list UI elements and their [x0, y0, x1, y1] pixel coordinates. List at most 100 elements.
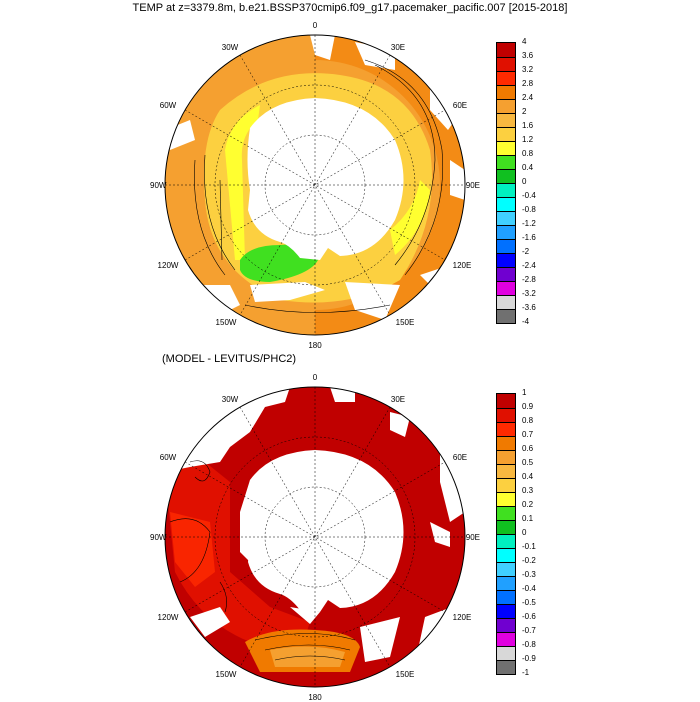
colorbar-label: -0.8 [522, 205, 536, 214]
colorbar-segment [497, 422, 515, 436]
colorbar-label: 4 [522, 37, 527, 46]
colorbar-segment [497, 197, 515, 211]
colorbar-segment [497, 506, 515, 520]
colorbar-label: 0.6 [522, 444, 534, 453]
lon-label-60w: 60W [160, 101, 177, 110]
colorbar-segment [497, 534, 515, 548]
colorbar-label: 1.6 [522, 121, 534, 130]
colorbar-segment [497, 43, 515, 57]
colorbar-segment [497, 646, 515, 660]
colorbar-segment [497, 253, 515, 267]
lon-label-60e: 60E [453, 453, 467, 462]
colorbar-segment [497, 127, 515, 141]
lon-label-30e: 30E [391, 43, 405, 52]
colorbar-label: -0.8 [522, 640, 536, 649]
lon-label-90e: 90E [466, 533, 480, 542]
colorbar-label: -2.4 [522, 261, 536, 270]
colorbar-label: -0.3 [522, 570, 536, 579]
colorbar-segment [497, 590, 515, 604]
colorbar-segment [497, 408, 515, 422]
colorbar-segment [497, 57, 515, 71]
lon-label-180: 180 [308, 693, 322, 702]
colorbar-label: 2 [522, 107, 527, 116]
colorbar-label: -0.1 [522, 542, 536, 551]
colorbar-segment [497, 85, 515, 99]
colorbar-label: -1 [522, 668, 530, 677]
antarctica [247, 98, 404, 260]
colorbar-segment [497, 604, 515, 618]
difference-subtitle: (MODEL - LEVITUS/PHC2) [162, 353, 297, 365]
colorbar-segment [497, 183, 515, 197]
colorbar-label: 2.4 [522, 93, 534, 102]
lon-label-30w: 30W [222, 43, 239, 52]
colorbar-label: -0.9 [522, 654, 536, 663]
colorbar-segment [497, 141, 515, 155]
colorbar-segment [497, 295, 515, 309]
colorbar-label: 1.2 [522, 135, 534, 144]
lon-label-0: 0 [313, 373, 318, 382]
colorbar-segment [497, 309, 515, 323]
colorbar-label: 0.7 [522, 430, 534, 439]
colorbar-label: -1.6 [522, 233, 536, 242]
figure-title: TEMP at z=3379.8m, b.e21.BSSP370cmip6.f0… [132, 2, 568, 14]
colorbar-label: -0.2 [522, 556, 536, 565]
colorbar-segment [497, 436, 515, 450]
colorbar-segment [497, 450, 515, 464]
colorbar-label: -0.6 [522, 612, 536, 621]
colorbar-segment [497, 267, 515, 281]
lon-label-0: 0 [313, 21, 318, 30]
colorbar-label: -0.4 [522, 191, 536, 200]
temperature-polar-map: 0 30E 60E 90E 120E 150E 180 150W 120W 90… [150, 21, 480, 350]
colorbar-segment [497, 492, 515, 506]
difference-polar-map: 0 30E 60E 90E 120E 150E 180 150W 120W 90… [150, 373, 480, 702]
colorbar-label: 3.6 [522, 51, 534, 60]
colorbar-label: 0 [522, 177, 527, 186]
colorbar-segment [497, 660, 515, 674]
lon-label-120e: 120E [453, 613, 472, 622]
lon-label-120w: 120W [158, 613, 179, 622]
colorbar-label: -1.2 [522, 219, 536, 228]
colorbar-segment [497, 520, 515, 534]
lon-label-60e: 60E [453, 101, 467, 110]
colorbar-label: 3.2 [522, 65, 534, 74]
colorbar-label: -2.8 [522, 275, 536, 284]
lon-label-150e: 150E [396, 318, 415, 327]
colorbar-label: 0.2 [522, 500, 534, 509]
lon-label-150w: 150W [216, 670, 237, 679]
colorbar-label: 0 [522, 528, 527, 537]
colorbar-segment [497, 281, 515, 295]
colorbar-label: 0.8 [522, 149, 534, 158]
colorbar-label: -0.4 [522, 584, 536, 593]
lon-label-90w: 90W [150, 181, 167, 190]
colorbar-segment [497, 464, 515, 478]
colorbar-segment [497, 225, 515, 239]
colorbar-segment [497, 576, 515, 590]
colorbar-label: -0.7 [522, 626, 536, 635]
lon-label-120w: 120W [158, 261, 179, 270]
colorbar-label: 2.8 [522, 79, 534, 88]
lon-label-30w: 30W [222, 395, 239, 404]
colorbar-label: -2 [522, 247, 530, 256]
colorbar-segment [497, 169, 515, 183]
colorbar-label: 0.5 [522, 458, 534, 467]
colorbar-label: 0.3 [522, 486, 534, 495]
colorbar-segment [497, 618, 515, 632]
colorbar-label: 0.9 [522, 402, 534, 411]
colorbar-label: 0.4 [522, 163, 534, 172]
lon-label-120e: 120E [453, 261, 472, 270]
colorbar-segment [497, 478, 515, 492]
colorbar-segment [497, 71, 515, 85]
lon-label-90e: 90E [466, 181, 480, 190]
colorbar-segment [497, 394, 515, 408]
lon-label-180: 180 [308, 341, 322, 350]
antarctica [247, 450, 404, 612]
colorbar-segment [497, 113, 515, 127]
lon-label-150e: 150E [396, 670, 415, 679]
colorbar-segment [497, 211, 515, 225]
colorbar-segment [497, 239, 515, 253]
lon-label-30e: 30E [391, 395, 405, 404]
colorbar-label: -3.6 [522, 303, 536, 312]
lon-label-90w: 90W [150, 533, 167, 542]
colorbar-label: -4 [522, 317, 530, 326]
colorbar-segment [497, 99, 515, 113]
